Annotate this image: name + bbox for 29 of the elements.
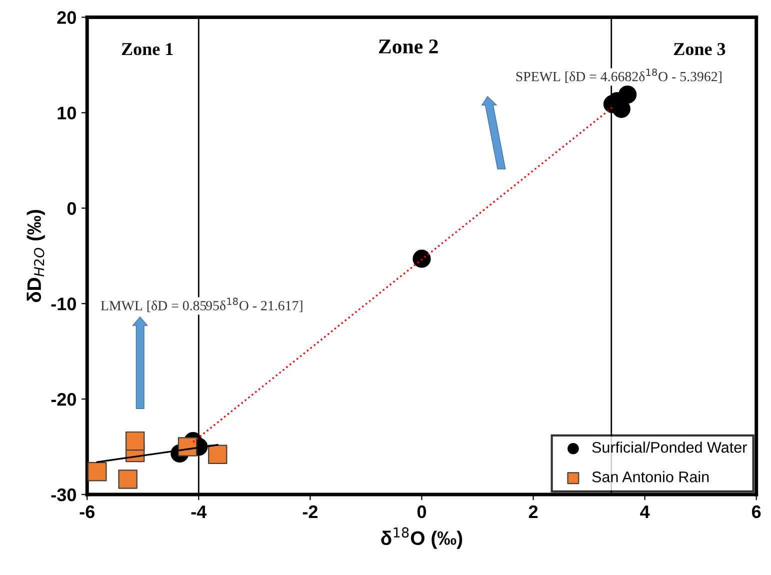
x-tick-label: -4 (191, 506, 207, 518)
y-tick-label: -20 (51, 392, 76, 406)
point (88, 462, 107, 482)
x-axis-title: δ$^{18}$O (‰) (381, 527, 462, 549)
annotation: Zone 1 (122, 43, 173, 56)
legend-label: Surficial/Ponded Water (592, 442, 747, 453)
y-axis-title: δD$_{H2O}$ (‰) (26, 210, 45, 302)
x-tick-label: 2 (528, 505, 538, 518)
point (118, 470, 138, 489)
x-tick-label: -2 (302, 505, 318, 518)
x-tick-label: 4 (640, 506, 650, 518)
x-tick-label: 0 (417, 505, 426, 518)
y-tick-label: 0 (67, 202, 76, 215)
point (412, 250, 431, 268)
annotation: Zone 3 (674, 43, 726, 56)
y-tick-label: 20 (57, 11, 76, 24)
y-tick-label: -30 (51, 488, 76, 502)
y-tick-label: -10 (51, 298, 76, 310)
legend-label: San Antonio Rain (592, 471, 709, 482)
point (618, 86, 637, 104)
point (208, 444, 228, 464)
point (125, 431, 145, 451)
annotation: Zone 2 (378, 39, 438, 54)
point (178, 437, 198, 456)
annotation: SPEWL [δD = 4.6682δ$^{18}$O - 5.3962] (516, 68, 722, 83)
y-tick-label: 10 (58, 106, 76, 120)
x-tick-label: 6 (752, 505, 761, 518)
x-tick-label: -6 (80, 505, 94, 518)
annotation: LMWL [δD = 0.8595δ$^{18}$O - 21.617] (100, 298, 302, 312)
